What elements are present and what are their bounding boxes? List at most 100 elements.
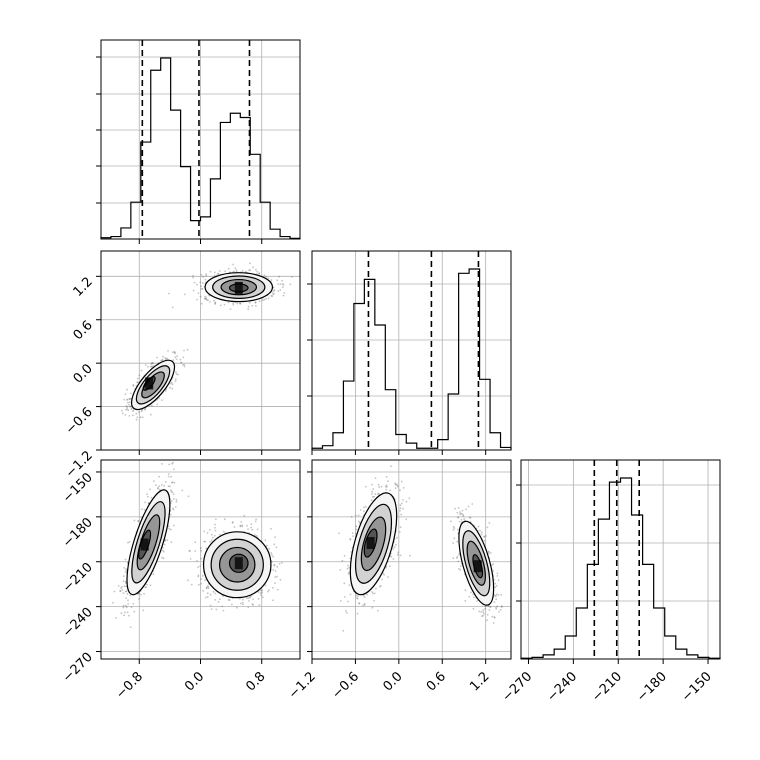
- panel-p2_vs_p1-sample-point: [400, 502, 403, 505]
- panel-p2_vs_p0-sample-point: [120, 587, 122, 589]
- panel-p2_vs_p0-sample-point: [153, 480, 155, 482]
- panel-p1_vs_p0-sample-point: [214, 303, 217, 305]
- panel-p2_vs_p0-sample-point: [129, 626, 132, 628]
- panel-p2_vs_p0-sample-point: [146, 583, 148, 586]
- panel-p2_vs_p0-sample-point: [273, 563, 276, 566]
- panel-p1_vs_p0-sample-point: [129, 405, 132, 408]
- panel-p1_vs_p0-sample-point: [197, 292, 200, 294]
- panel-p2_vs_p0-contour-0-1: [131, 501, 166, 584]
- panel-p1_vs_p0-sample-point: [171, 383, 174, 386]
- panel-p2_vs_p1-sample-point: [359, 509, 362, 511]
- panel-p2_vs_p0-sample-point: [210, 539, 213, 541]
- panel-p2_vs_p0-sample-point: [137, 593, 139, 596]
- panel-p2_vs_p1-sample-point: [345, 611, 348, 614]
- panel-p1_vs_p0-sample-point: [270, 279, 273, 281]
- panel-p2_vs_p0-contour-0-2: [136, 514, 161, 571]
- panel-p1_vs_p0-sample-point: [200, 274, 203, 276]
- panel-p2_vs_p1-sample-point: [363, 596, 366, 598]
- panel-p2_vs_p1-sample-point: [364, 485, 367, 488]
- panel-p2_vs_p0-sample-point: [125, 606, 128, 609]
- panel-p2_vs_p1-sample-point: [339, 569, 342, 571]
- panel-p2_vs_p0-sample-point: [168, 473, 170, 475]
- panel-p2_vs_p1-sample-point: [399, 554, 402, 557]
- panel-p2_vs_p1-sample-point: [371, 483, 373, 486]
- panel-p2_vs_p0-sample-point: [164, 540, 167, 542]
- panel-p2_vs_p0-sample-point: [189, 558, 192, 560]
- panel-p1_vs_p0-sample-point: [138, 374, 141, 377]
- panel-p1_vs_p0-sample-point: [128, 415, 131, 417]
- panel-p2_vs_p1-sample-point: [389, 489, 392, 492]
- panel-p1_vs_p0-sample-point: [263, 274, 266, 276]
- panel-p1_vs_p0-sample-point: [201, 282, 204, 284]
- panel-p1_vs_p0-sample-point: [282, 294, 285, 297]
- panel-p2_vs_p0-sample-point: [222, 609, 225, 612]
- panel-p1_vs_p0-sample-point: [273, 289, 276, 291]
- panel-p1_vs_p0-density-0-peak: [145, 377, 154, 390]
- panel-p2_vs_p0-sample-point: [161, 549, 164, 552]
- panel-p2_vs_p0-sample-point: [239, 525, 242, 528]
- panel-p2_vs_p0-sample-point: [122, 606, 125, 609]
- panel-p1_vs_p0-sample-point: [171, 306, 174, 309]
- panel-p2_vs_p1-sample-point: [357, 514, 360, 517]
- panel-p1_vs_p0-sample-point: [196, 283, 198, 286]
- panel-p2_vs_p0-sample-point: [126, 611, 129, 614]
- panel-p2_vs_p1-sample-point: [343, 596, 346, 598]
- panel-p2_vs_p1-sample-point: [358, 520, 360, 523]
- panel-p2_vs_p0-sample-point: [170, 528, 172, 531]
- panel-p2_vs_p0-sample-point: [214, 599, 217, 601]
- panel-p2_vs_p0-sample-point: [239, 602, 242, 605]
- panel-p1_vs_p0-sample-point: [201, 288, 204, 290]
- histogram-2-frame: [520, 459, 721, 660]
- panel-p1_vs_p0-sample-point: [214, 302, 217, 304]
- panel-p2_vs_p0-sample-point: [217, 601, 220, 603]
- panel-p1_vs_p0-sample-point: [205, 274, 208, 277]
- panel-p2_vs_p0-sample-point: [161, 463, 163, 465]
- panel-p2_vs_p0-sample-point: [259, 592, 262, 595]
- panel-p1_vs_p0-sample-point: [239, 302, 242, 305]
- panel-p1_vs_p0-sample-point: [247, 305, 250, 308]
- panel-p1_vs_p0-sample-point: [254, 301, 257, 304]
- panel-p1_vs_p0-sample-point: [276, 279, 279, 282]
- panel-p2_vs_p0-sample-point: [257, 598, 260, 600]
- panel-p2_vs_p1-sample-point: [373, 599, 375, 602]
- panel-p2_vs_p0-sample-point: [270, 527, 272, 530]
- panel-p2_vs_p0-sample-point: [204, 540, 207, 543]
- panel-p1_vs_p0-sample-point: [183, 349, 185, 352]
- panel-p2_vs_p0-sample-point: [206, 592, 209, 595]
- panel-p2_vs_p1-sample-point: [362, 594, 365, 597]
- panel-p1_vs_p0-sample-point: [135, 418, 138, 421]
- panel-p2_vs_p0-sample-point: [249, 596, 251, 599]
- panel-p2_vs_p1-sample-point: [347, 600, 349, 603]
- panel-p2_vs_p0-sample-point: [212, 590, 215, 593]
- panel-p1_vs_p0-sample-point: [126, 399, 128, 401]
- panel-p1_vs_p0-sample-point: [125, 408, 127, 411]
- panel-p1_vs_p0-sample-point: [224, 270, 227, 272]
- panel-p2_vs_p0-sample-point: [271, 553, 273, 556]
- panel-p1_vs_p0-sample-point: [204, 295, 206, 298]
- panel-p2_vs_p1-sample-point: [400, 480, 403, 483]
- panel-p1_vs_p0-sample-point: [241, 270, 244, 272]
- panel-p2_vs_p0-contour-0-3: [138, 529, 152, 560]
- panel-p1_vs_p0-sample-point: [204, 278, 207, 281]
- panel-p1_vs_p0-sample-point: [270, 295, 272, 297]
- panel-p2_vs_p0-sample-point: [158, 488, 161, 491]
- panel-p2_vs_p0-sample-point: [145, 586, 148, 588]
- panel-p2_vs_p0-sample-point: [174, 506, 177, 508]
- panel-p2_vs_p0-sample-point: [167, 485, 170, 488]
- panel-p2_vs_p0-sample-point: [274, 582, 276, 584]
- panel-p2_vs_p1-sample-point: [348, 584, 351, 586]
- panel-p2_vs_p1-sample-point: [392, 558, 395, 560]
- panel-p2_vs_p1-sample-point: [405, 500, 408, 503]
- panel-p2_vs_p1-sample-point: [373, 495, 375, 498]
- panel-p2_vs_p1-sample-point: [351, 532, 354, 534]
- panel-p2_vs_p0-sample-point: [144, 501, 147, 504]
- panel-p1_vs_p0-contour-0-2: [141, 371, 165, 399]
- panel-p1_vs_p0-sample-point: [232, 303, 235, 306]
- panel-p1_vs_p0-sample-point: [207, 299, 210, 301]
- panel-p2_vs_p0-sample-point: [175, 500, 178, 503]
- panel-p2_vs_p0-sample-point: [211, 536, 214, 539]
- panel-p2_vs_p1-sample-point: [342, 629, 345, 632]
- panel-p1_vs_p0-sample-point: [135, 412, 138, 415]
- panel-p2_vs_p0-sample-point: [132, 603, 135, 605]
- panel-p1_vs_p0-sample-point: [132, 409, 135, 411]
